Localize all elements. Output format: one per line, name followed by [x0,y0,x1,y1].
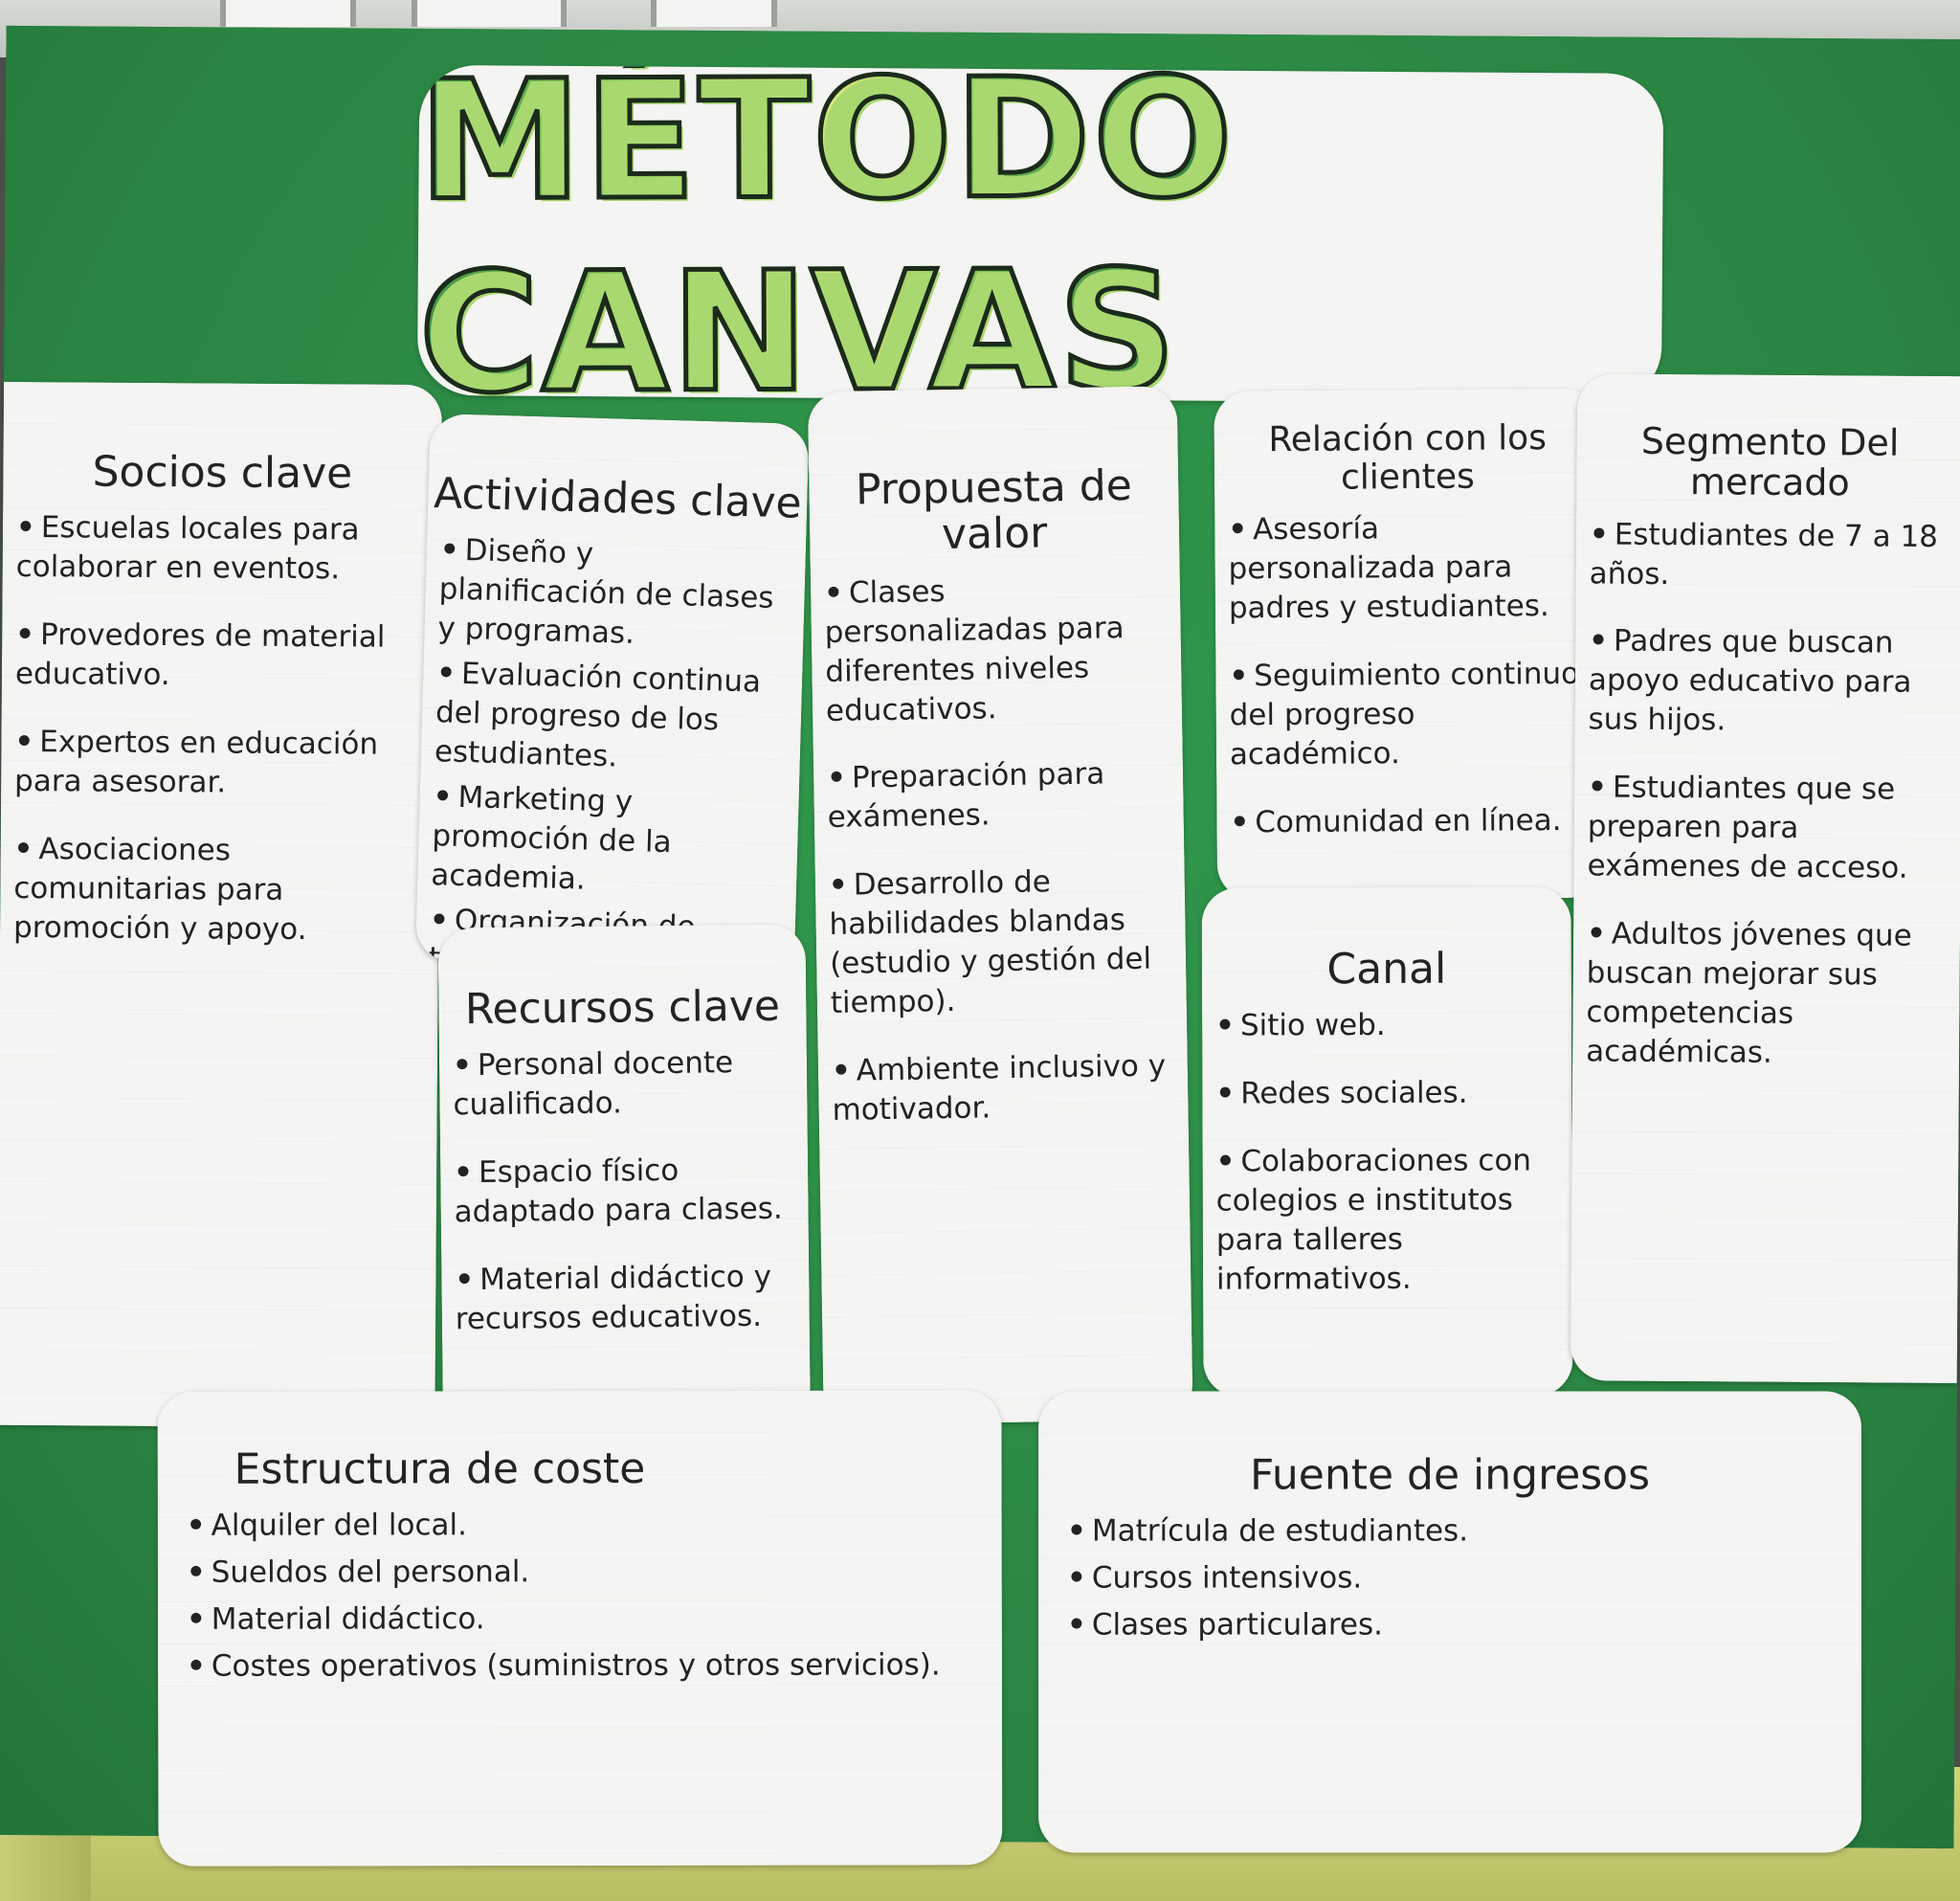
window [220,0,356,27]
section-title: Actividades clave [433,469,803,528]
list-item: • Asociaciones comunitarias para promoció… [12,831,307,947]
section-title: Fuente de ingresos [1249,1450,1651,1500]
section-title: Segmento Del mercado [1640,419,1900,504]
item-list: • Estudiantes de 7 a 18 años. • Padres que… [1572,515,1960,1074]
section-recursos-clave: Recursos clave • Personal docente cualifi… [437,924,811,1428]
list-item: • Ambiente inclusivo y motivador. [831,1048,1167,1128]
list-item: • Sitio web. [1215,1008,1386,1043]
item-list: • Escuelas locales para colaborar en even… [0,508,441,950]
list-item: • Material didáctico. [186,1601,485,1638]
section-fuente-ingresos: Fuente de ingresos • Matrícula de estudia… [1038,1391,1862,1853]
item-list: • Alquiler del local. • Sueldos del person… [158,1506,1002,1687]
list-item: • Clases personalizadas para diferentes n… [823,573,1125,728]
list-item: • Clases particulares. [1067,1607,1383,1643]
section-actividades-clave: Actividades clave • Diseño y planificació… [414,413,810,972]
list-item: • Personal docente cualificado. [452,1045,734,1123]
item-list: • Personal docente cualificado. • Espacio … [439,1043,810,1339]
section-propuesta-de-valor: Propuesta de valor • Clases personalizada… [807,386,1193,1426]
item-list: • Asesoría personalizada para padres y es… [1214,508,1603,842]
window [651,0,777,27]
section-segmento-mercado: Segmento Del mercado • Estudiantes de 7 a… [1570,373,1960,1384]
list-item: • Costes operativos (suministros y otros … [186,1647,941,1684]
green-poster-board: MÉTODO CANVAS Socios clave • Escuelas loc… [0,25,1960,1867]
list-item: • Evaluación continua del progreso de los… [434,656,762,774]
list-item: • Material didáctico y recursos educativo… [455,1259,772,1337]
item-list: • Diseño y planificación de clases y prog… [415,530,806,972]
section-title: Recursos clave [464,981,781,1035]
section-relacion-clientes: Relación con los clientes • Asesoría pers… [1214,388,1604,901]
poster-title: MÉTODO CANVAS [417,65,1662,404]
section-title: Socios clave [92,447,353,499]
section-title: Relación con los clientes [1268,418,1548,498]
list-item: • Escuelas locales para colaborar en even… [15,510,360,587]
list-item: • Provedores de material educativo. [14,617,386,693]
list-item: • Marketing y promoción de la academia. [430,778,673,897]
list-item: • Matrícula de estudiantes. [1067,1513,1469,1549]
list-item: • Espacio físico adaptado para clases. [454,1153,783,1230]
list-item: • Comunidad en línea. [1230,802,1562,840]
section-socios-clave: Socios clave • Escuelas locales para cola… [0,381,443,1429]
list-item: • Asesoría personalizada para padres y es… [1228,511,1549,626]
list-item: • Adultos jóvenes que buscan mejorar sus … [1586,916,1912,1070]
list-item: • Desarrollo de habilidades blandas (estu… [828,864,1152,1020]
list-item: • Sueldos del personal. [186,1554,530,1591]
list-item: • Cursos intensivos. [1067,1560,1363,1596]
list-item: • Estudiantes que se preparen para exámen… [1587,770,1908,885]
list-item: • Redes sociales. [1215,1075,1468,1111]
item-list: • Clases personalizadas para diferentes n… [811,569,1189,1130]
title-card: MÉTODO CANVAS [416,64,1664,404]
list-item: • Alquiler del local. [186,1508,467,1544]
section-canal: Canal • Sitio web. • Redes sociales. • Cola… [1201,886,1573,1398]
list-item: • Expertos en educación para asesorar. [13,724,379,800]
item-list: • Sitio web. • Redes sociales. • Colaboraci… [1202,1006,1572,1300]
list-item: • Estudiantes de 7 a 18 años. [1589,517,1939,592]
list-item: • Colaboraciones con colegios e instituto… [1215,1143,1532,1297]
item-list: • Matrícula de estudiantes. • Cursos inten… [1038,1512,1861,1645]
list-item: • Padres que buscan apoyo educativo para … [1588,623,1912,738]
list-item: • Diseño y planificación de clases y prog… [437,532,774,652]
window [412,0,567,27]
section-title: Propuesta de valor [855,460,1133,560]
section-title: Canal [1326,944,1447,995]
section-estructura-coste: Estructura de coste • Alquiler del local.… [157,1390,1003,1867]
list-item: • Seguimiento continuo del progreso acadé… [1229,656,1580,772]
section-title: Estructura de coste [234,1443,646,1494]
list-item: • Preparación para exámenes. [826,756,1105,836]
